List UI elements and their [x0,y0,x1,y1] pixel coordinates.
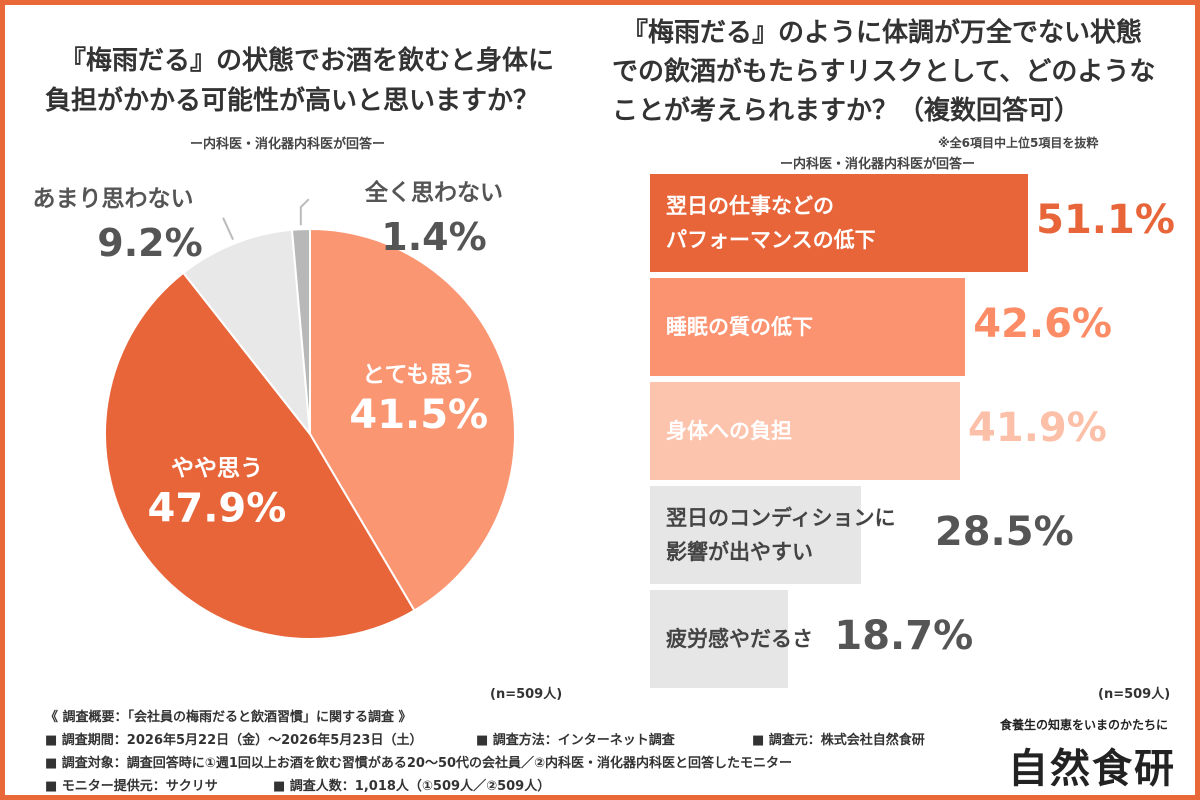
bar-label-line1-4: 疲労感やだるさ [666,627,813,651]
survey-provider: ■ モニター提供元：サクリサ [45,779,218,794]
pie-slice-1 [104,271,416,640]
right-title-line1: 『梅雨だる』のように体調が万全でない状態 [622,18,1143,48]
left-n-label: (n=509人) [490,687,563,702]
left-title-line2: 負担がかかる可能性が高いと思いますか？ [45,86,540,116]
right-subtitle: ー内科医・消化器内科医が回答ー [780,157,976,172]
bar-0 [650,174,1029,272]
bar-label-line1-0: 翌日の仕事などの [666,194,834,218]
pie-label-3: 全く思わない [364,179,503,206]
survey-method: ■ 調査方法：インターネット調査 [476,733,675,748]
right-n-label: (n=509人) [1098,687,1171,702]
pie-label-1: やや思う [171,456,263,482]
pie-label-0: とても思う [362,362,475,388]
logo-tagline: 食養生の知恵をいまのかたちに [1000,718,1169,732]
bar-label-0: 翌日の仕事などのパフォーマンスの低下 [666,189,876,257]
bar-label-4: 疲労感やだるさ [666,622,813,656]
leader-line-3 [299,198,310,226]
left-title-line1: 『梅雨だる』の状態でお酒を飲むと身体に [60,46,555,76]
pie-value-1: 47.9% [148,486,287,532]
bar-label-line1-3: 翌日のコンディションに [666,506,896,530]
right-note: ※全6項目中上位5項目を抜粋 [938,136,1099,150]
brand-logo: 自然食研 [1008,745,1176,792]
pie-slice-2 [181,228,312,438]
survey-source: ■ 調査元：株式会社自然食研 [752,733,925,748]
right-title-line2: での飲酒がもたらすリスクとして、どのような [612,57,1156,87]
pie-value-2: 9.2% [97,221,202,265]
right-title-line3: ことが考えられますか？（複数回答可） [612,96,1081,126]
bar-label-2: 身体への負担 [666,414,792,448]
pie-slice-3 [290,227,311,435]
bar-4 [650,590,789,688]
bar-value-3: 28.5% [934,509,1074,555]
bar-value-4: 18.7% [834,613,974,659]
bar-1 [650,278,966,376]
survey-count: ■ 調査人数：1,018人（①509人／②509人） [273,779,551,794]
bar-label-line1-2: 身体への負担 [666,419,792,443]
pie-value-0: 41.5% [349,392,488,438]
bar-value-0: 51.1% [1036,197,1175,243]
pie-label-2: あまり思わない [33,186,194,212]
leader-line-2 [222,217,234,241]
survey-period: ■ 調査期間：2026年5月22日（金）〜2026年5月23日（土） [45,733,423,748]
survey-summary: 《 調査概要：「会社員の梅雨だると飲酒習慣」に関する調査 》 [45,710,412,725]
bar-value-2: 41.9% [968,405,1107,451]
pie-slice-0 [309,227,516,612]
pie-chart: とても思う 41.5% やや思う 47.9% あまり思わない 9.2% 全く思わない 1.4% [33,179,516,640]
pie-value-3: 1.4% [381,215,486,259]
bar-label-line1-1: 睡眠の質の低下 [666,315,813,339]
bar-label-1: 睡眠の質の低下 [666,310,813,344]
bar-label-3: 翌日のコンディションに 影響が出やすい [666,501,896,569]
survey-target: ■ 調査対象：調査回答時に①週1回以上お酒を飲む習慣がある20〜50代の会社員／… [45,756,793,771]
bar-label-line2-0: パフォーマンスの低下 [666,228,876,252]
bar-label-line2-3: 影響が出やすい [666,540,813,564]
bar-value-1: 42.6% [973,301,1113,347]
bar-2 [650,382,961,480]
left-subtitle: ー内科医・消化器内科医が回答ー [190,137,386,152]
bar-3 [650,486,861,584]
